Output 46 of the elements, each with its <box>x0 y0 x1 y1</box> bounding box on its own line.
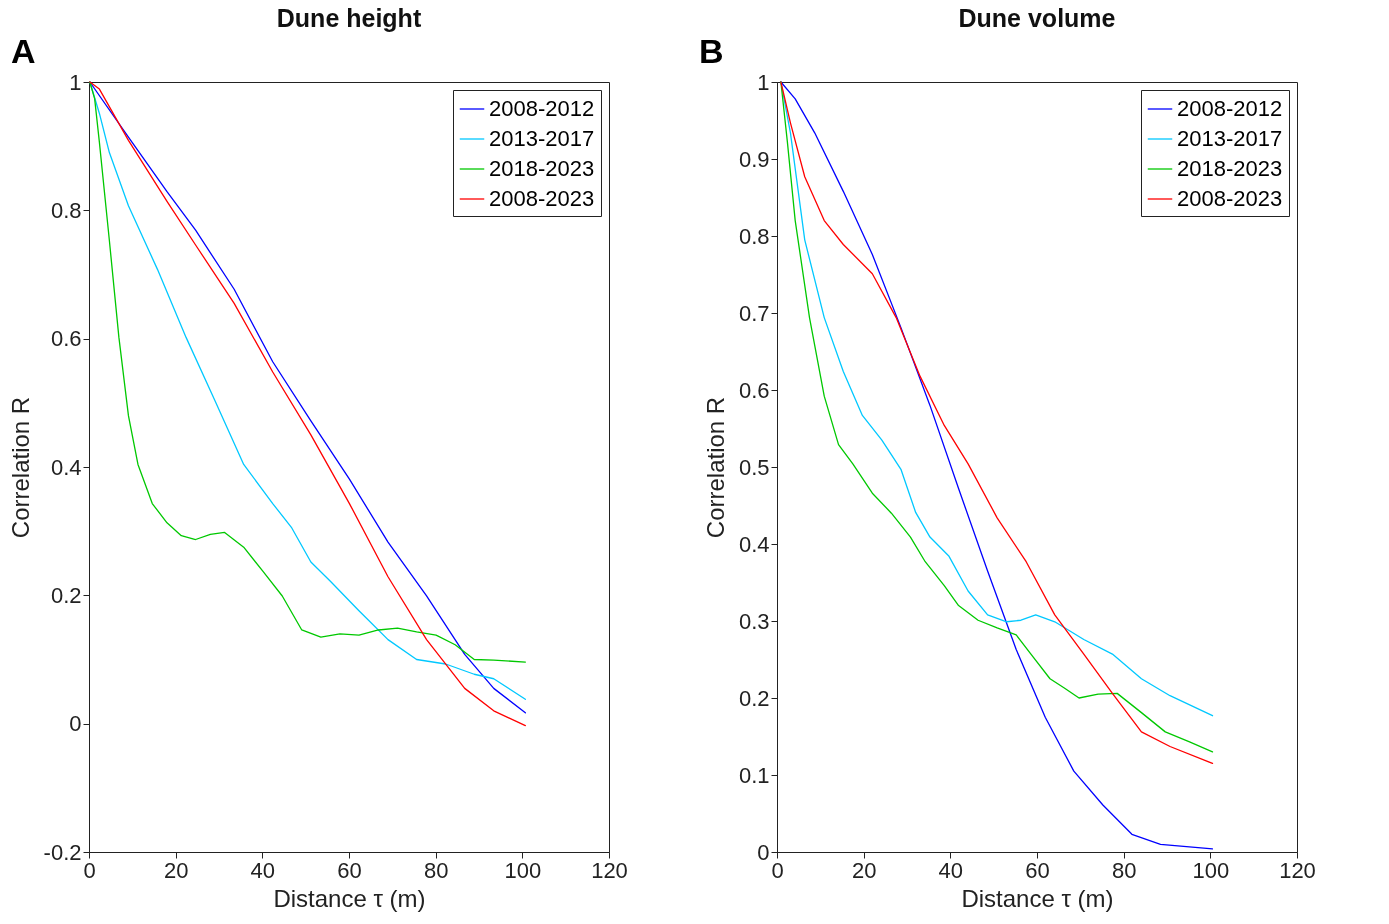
x-tick-label: 100 <box>1192 857 1230 883</box>
y-tick-label: 0.3 <box>738 608 770 634</box>
y-tick-label: 0.2 <box>738 685 770 711</box>
x-tick-label: 20 <box>163 857 189 883</box>
chart-title: Dune volume <box>958 4 1116 32</box>
x-tick-label: 40 <box>250 857 276 883</box>
legend-label: 2013-2017 <box>489 126 595 151</box>
x-tick-label: 120 <box>591 857 628 883</box>
chart-title: Dune height <box>276 4 422 32</box>
x-tick-label: 120 <box>1279 857 1316 883</box>
legend-label: 2008-2012 <box>1177 96 1283 121</box>
y-tick-label: 0 <box>757 839 770 865</box>
text: A <box>11 32 36 70</box>
y-tick-label: 0.8 <box>738 223 770 249</box>
legend-label: 2018-2023 <box>489 156 595 181</box>
x-tick-label: 80 <box>1111 857 1137 883</box>
y-tick-label: 0.8 <box>50 197 82 223</box>
y-tick-label: 0.5 <box>738 454 770 480</box>
x-tick-label: 40 <box>938 857 964 883</box>
x-tick-label: 100 <box>504 857 542 883</box>
y-tick-label: 0.4 <box>50 454 82 480</box>
y-axis-title: Correlation R <box>6 396 34 539</box>
y-tick-label: 0 <box>69 711 82 737</box>
y-tick-label: 0.6 <box>738 377 770 403</box>
y-tick-label: 1 <box>69 69 82 95</box>
x-tick-label: 60 <box>1025 857 1050 883</box>
y-axis-title: Correlation R <box>701 396 729 539</box>
y-tick-label: -0.2 <box>43 839 82 865</box>
x-axis-title: Distance τ (m) <box>273 884 426 912</box>
x-tick-label: 60 <box>337 857 362 883</box>
y-tick-label: 0.4 <box>738 531 770 557</box>
legend-label: 2008-2023 <box>489 186 595 211</box>
y-tick-label: 0.9 <box>738 146 770 172</box>
y-tick-label: 0.1 <box>738 762 770 788</box>
legend-label: 2008-2012 <box>489 96 595 121</box>
y-tick-label: 0.7 <box>738 300 770 326</box>
legend-label: 2018-2023 <box>1177 156 1283 181</box>
y-tick-label: 0.6 <box>50 326 82 352</box>
x-axis-title: Distance τ (m) <box>961 884 1114 912</box>
y-tick-label: 1 <box>757 69 770 95</box>
legend-label: 2013-2017 <box>1177 126 1283 151</box>
y-tick-label: 0.2 <box>50 582 82 608</box>
x-tick-label: 20 <box>851 857 877 883</box>
legend-label: 2008-2023 <box>1177 186 1283 211</box>
x-tick-label: 80 <box>423 857 449 883</box>
text: B <box>699 32 724 70</box>
